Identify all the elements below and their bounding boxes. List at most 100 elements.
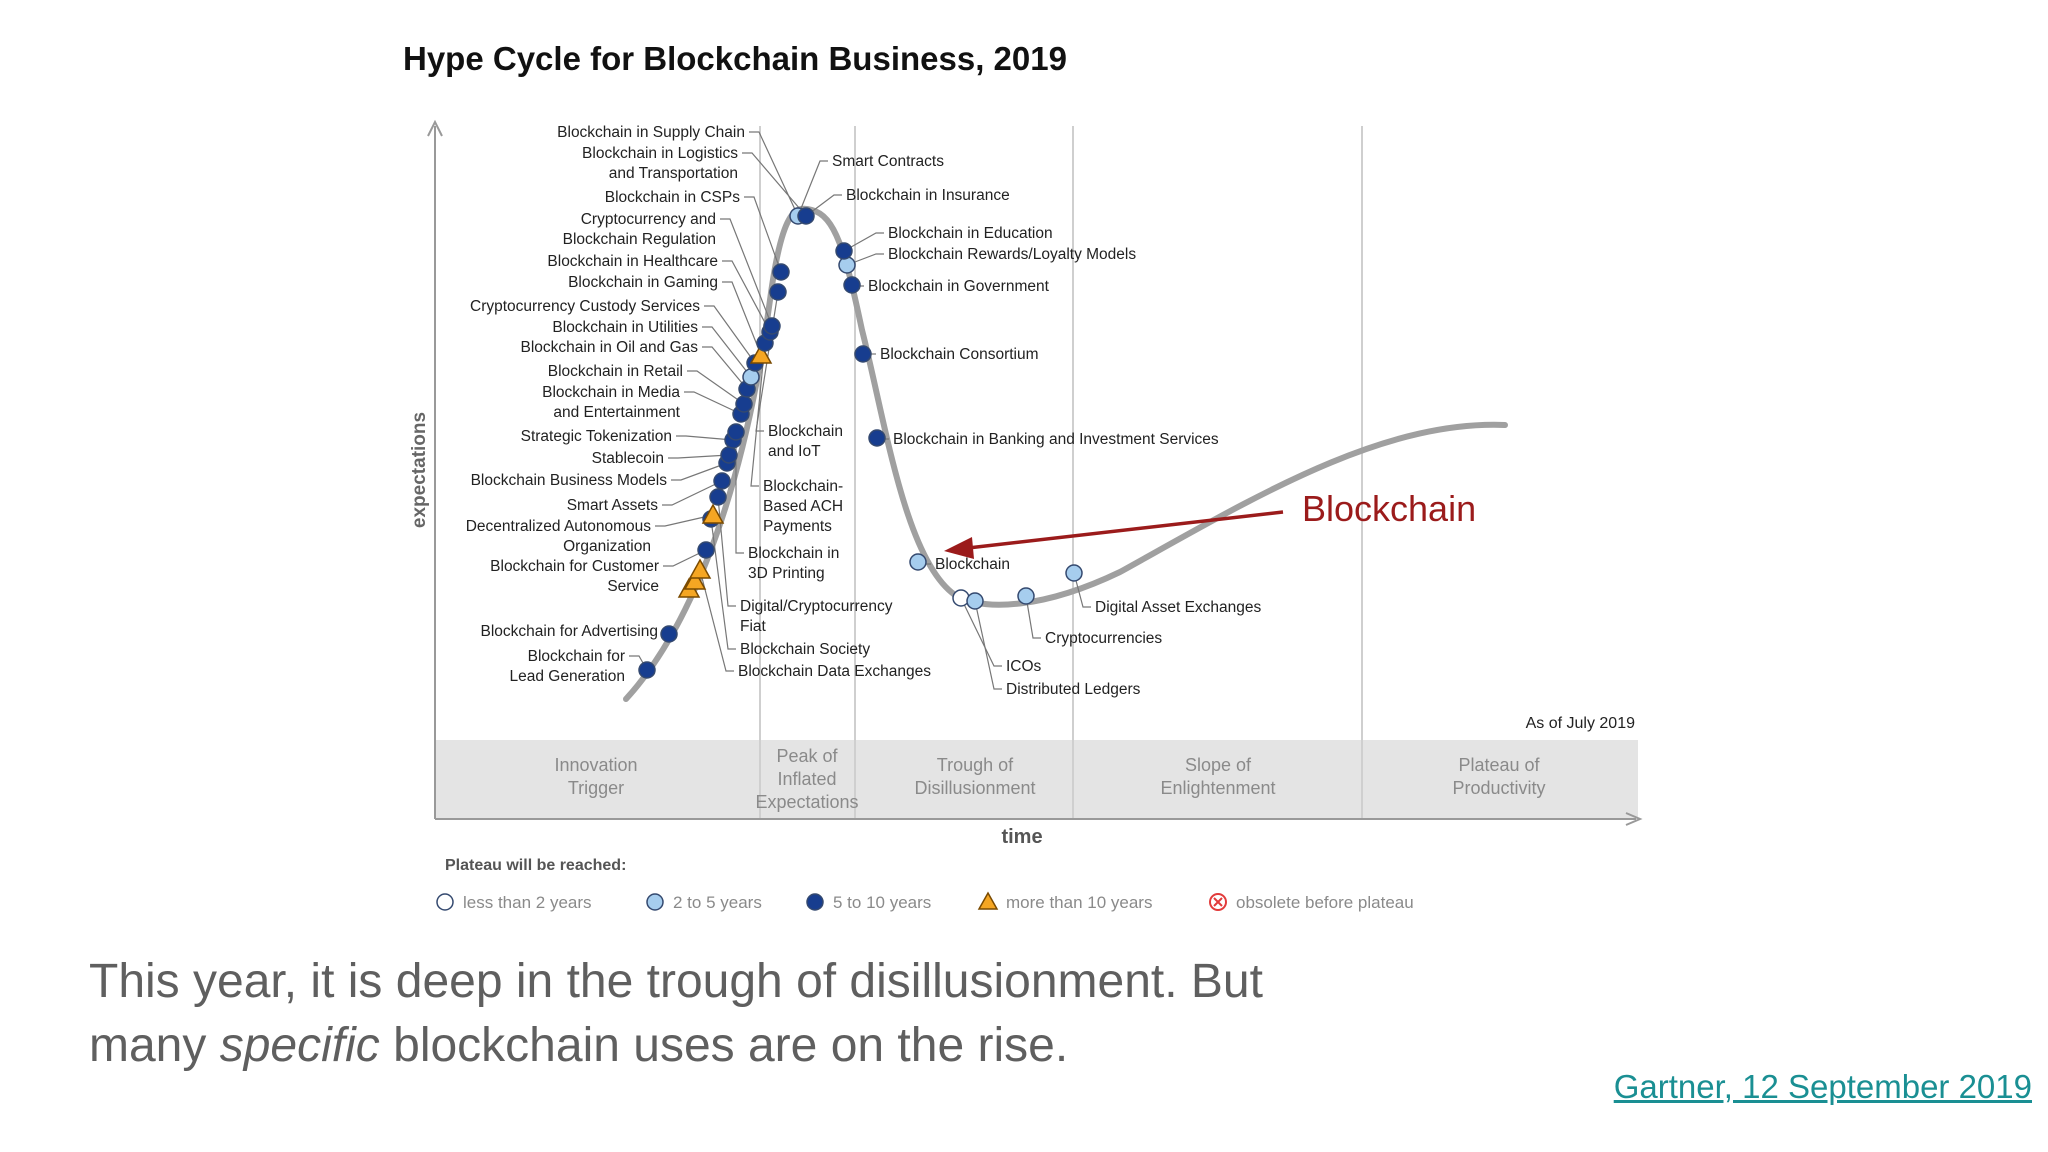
left-tech-label: Blockchain in Healthcare [547, 253, 718, 270]
leader-line [749, 131, 799, 217]
marker-5-to-10-years [868, 429, 886, 447]
leader-line [699, 569, 734, 672]
annotation-arrow [967, 510, 1284, 550]
mid-tech-label: Blockchain and IoT [768, 423, 843, 460]
mid-tech-label: Blockchain-Based ACH Payments [763, 478, 843, 535]
y-axis-arrow [427, 119, 443, 137]
right-tech-label: Blockchain in Banking and Investment Ser… [893, 431, 1219, 448]
marker-5-to-10-years [735, 395, 753, 413]
leader-line [655, 514, 714, 527]
leader-line [710, 518, 736, 650]
marker-5-to-10-years [697, 541, 715, 559]
right-tech-label: Blockchain in Education [888, 225, 1053, 242]
leader-line [735, 432, 744, 554]
annotation-label: Blockchain [1302, 488, 1476, 529]
x-axis-label: time [1001, 826, 1042, 848]
left-tech-label: Blockchain in Utilities [552, 319, 698, 336]
legend-swatch-x [1213, 897, 1223, 907]
chart-title: Hype Cycle for Blockchain Business, 2019 [403, 40, 1067, 77]
leader-line [742, 152, 807, 217]
left-tech-label: Blockchain in Logistics and Transportatio… [582, 145, 738, 182]
caption-line-2-end: blockchain uses are on the rise. [379, 1019, 1069, 1072]
leader-line [663, 549, 707, 567]
blockchain-annotation: Blockchain [944, 488, 1476, 559]
legend-title: Plateau will be reached: [445, 857, 626, 874]
marker-5-to-10-years [843, 276, 861, 294]
mid-tech-label: Digital/Cryptocurrency Fiat [740, 598, 893, 635]
left-tech-label: Blockchain in Retail [548, 363, 683, 380]
right-tech-label: Blockchain [935, 556, 1010, 573]
legend-swatch [436, 893, 454, 911]
left-tech-label: Cryptocurrency and Blockchain Regulation [563, 211, 716, 248]
left-tech-label: Cryptocurrency Custody Services [470, 298, 700, 315]
right-tech-label: Blockchain in Insurance [846, 187, 1010, 204]
left-tech-label: Blockchain for Customer Service [490, 558, 659, 595]
source-link[interactable]: Gartner, 12 September 2019 [1613, 1068, 2032, 1105]
leader-line [684, 391, 742, 415]
legend-label: 2 to 5 years [673, 893, 762, 912]
leader-line [846, 253, 884, 266]
left-tech-label: Blockchain in Media and Entertainment [542, 384, 681, 421]
left-tech-label: Blockchain for Advertising [481, 623, 658, 640]
y-axis-label: expectations [409, 412, 430, 528]
x-axis-arrow [1625, 812, 1643, 826]
marker-more-than-10-years [683, 569, 707, 590]
right-tech-label: Digital Asset Exchanges [1095, 599, 1262, 616]
marker-less-than-2-years [952, 589, 970, 607]
right-tech-label: Smart Contracts [832, 153, 944, 170]
left-tech-label: Strategic Tokenization [521, 428, 672, 445]
marker-5-to-10-years [797, 207, 815, 225]
legend: Plateau will be reached: less than 2 year… [436, 857, 1414, 912]
leader-line [722, 260, 771, 333]
phase-band [435, 740, 1638, 819]
leader-line [744, 196, 782, 273]
legend-label: less than 2 years [463, 893, 592, 912]
marker-5-to-10-years [727, 423, 745, 441]
marker-5-to-10-years [769, 283, 787, 301]
marker-5-to-10-years [835, 242, 853, 260]
marker-2-to-5-years [966, 592, 984, 610]
left-tech-label: Blockchain Business Models [471, 472, 668, 489]
caption-line-2-start: many [89, 1019, 220, 1072]
right-tech-label: Blockchain Consortium [880, 346, 1039, 363]
marker-more-than-10-years [749, 343, 773, 364]
right-tech-label: Distributed Ledgers [1006, 681, 1141, 698]
left-tech-label: Stablecoin [592, 450, 664, 467]
marker-more-than-10-years [688, 558, 712, 579]
leader-line [668, 454, 730, 459]
leader-line [676, 435, 734, 441]
legend-label: more than 10 years [1006, 893, 1152, 912]
marker-5-to-10-years [763, 317, 781, 335]
leader-line [687, 370, 745, 405]
marker-2-to-5-years [838, 256, 856, 274]
leader-line [750, 342, 766, 487]
left-tech-label: Blockchain for Lead Generation [510, 648, 625, 685]
marker-2-to-5-years [1017, 587, 1035, 605]
marker-5-to-10-years [713, 472, 731, 490]
leader-line [722, 281, 762, 356]
caption-line-1: This year, it is deep in the trough of d… [89, 955, 1263, 1008]
left-tech-label: Smart Assets [567, 497, 659, 514]
phase-label: Slope of Enlightenment [1160, 755, 1275, 798]
right-tech-label: Blockchain in Government [868, 278, 1050, 295]
phase-label: Trough of Disillusionment [914, 755, 1035, 798]
marker-2-to-5-years [1065, 564, 1083, 582]
axes: expectations time As of July 2019 [409, 119, 1643, 848]
legend-swatch [977, 891, 999, 910]
mid-tech-label: Blockchain in 3D Printing [748, 545, 839, 582]
marker-5-to-10-years [854, 345, 872, 363]
caption-emphasis: specific [219, 1019, 380, 1072]
legend-label: obsolete before plateau [1236, 893, 1414, 912]
leader-line [704, 305, 756, 364]
left-tech-label: Blockchain in Oil and Gas [521, 339, 699, 356]
left-tech-label: Blockchain in CSPs [605, 189, 741, 206]
leader-line [805, 194, 842, 217]
marker-2-to-5-years [909, 553, 927, 571]
technology-markers [638, 207, 1083, 679]
technology-labels: Blockchain in Supply Chain Blockchain in … [466, 124, 1262, 698]
leader-line [702, 326, 752, 378]
as-of-date: As of July 2019 [1526, 715, 1636, 732]
mid-tech-label: Blockchain Society [740, 641, 870, 658]
right-tech-label: ICOs [1006, 658, 1042, 675]
